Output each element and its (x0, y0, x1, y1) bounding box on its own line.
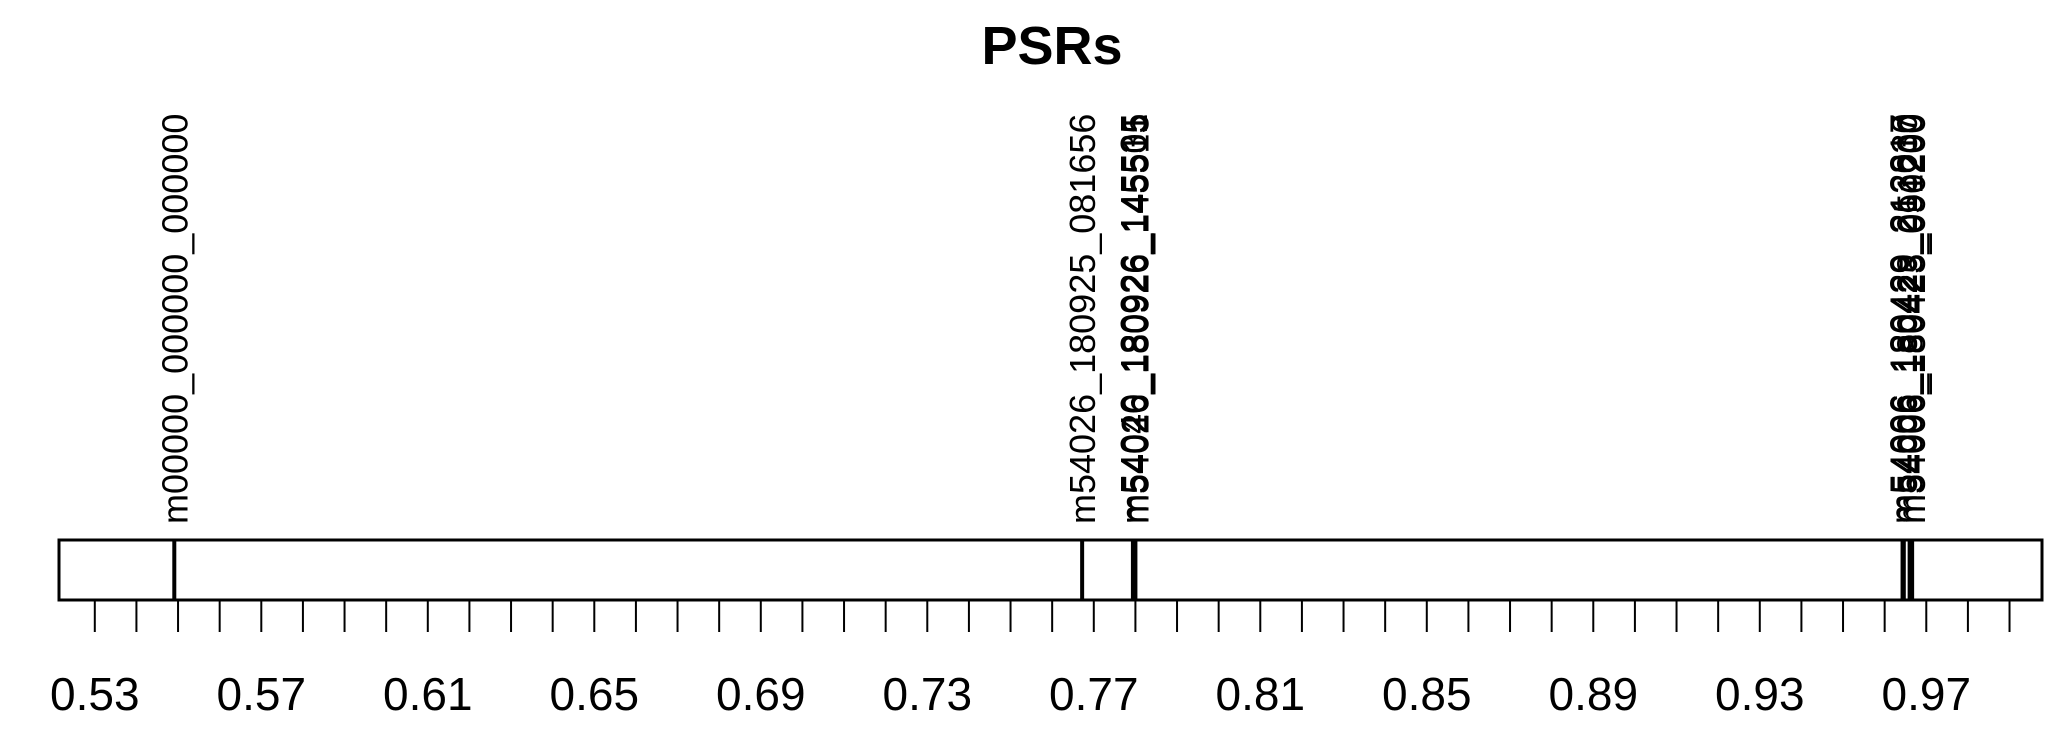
x-tick-label-8: 0.85 (1382, 668, 1472, 720)
psr-label-2: m54040_180926_145535 (1113, 114, 1154, 524)
psr-label-8: m54006_180425_090200 (1892, 114, 1933, 524)
x-tick-label-2: 0.61 (383, 668, 473, 720)
psr-label-4: m54026_180926_145515 (1115, 114, 1156, 524)
x-axis: 0.53 0.57 0.61 0.65 0.69 0.73 0.77 0.81 0.85 0.89… (50, 600, 2011, 720)
x-tick-label-1: 0.57 (217, 668, 307, 720)
x-tick-label-6: 0.77 (1049, 668, 1139, 720)
x-tick-label-5: 0.73 (883, 668, 973, 720)
x-tick-label-7: 0.81 (1216, 668, 1306, 720)
x-tick-label-4: 0.69 (716, 668, 806, 720)
chart-marks: m00000_000000_000000 m54026_180925_081656… (154, 114, 1933, 600)
psr-label-3: m54026_180926_145501 (1114, 114, 1155, 524)
psr-label-0: m00000_000000_000000 (154, 114, 195, 524)
x-tick-label-11: 0.97 (1882, 668, 1972, 720)
x-tick-label-9: 0.89 (1549, 668, 1639, 720)
chart-title: PSRs (981, 16, 1122, 76)
x-tick-label-10: 0.93 (1715, 668, 1805, 720)
psr-label-1: m54026_180925_081656 (1062, 114, 1103, 524)
strip-box (57, 538, 2044, 602)
x-tick-label-3: 0.65 (550, 668, 640, 720)
x-tick-label-0: 0.53 (50, 668, 140, 720)
psr-label-5: m54006_180429_212817 (1883, 114, 1924, 524)
psr-label-7: m54006_180423_051200 (1890, 114, 1931, 524)
psr-label-6: m54006_180429_213030 (1884, 114, 1925, 524)
